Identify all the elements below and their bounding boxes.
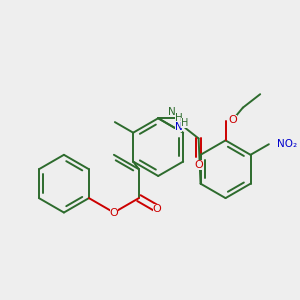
Text: N: N — [175, 122, 182, 132]
Text: NO₂: NO₂ — [277, 139, 297, 149]
Text: N: N — [168, 107, 176, 118]
Text: O: O — [194, 160, 203, 170]
Text: O: O — [153, 204, 162, 214]
Text: O: O — [110, 208, 118, 218]
Text: H: H — [182, 118, 189, 128]
Text: H: H — [176, 113, 183, 123]
Text: O: O — [228, 115, 237, 125]
